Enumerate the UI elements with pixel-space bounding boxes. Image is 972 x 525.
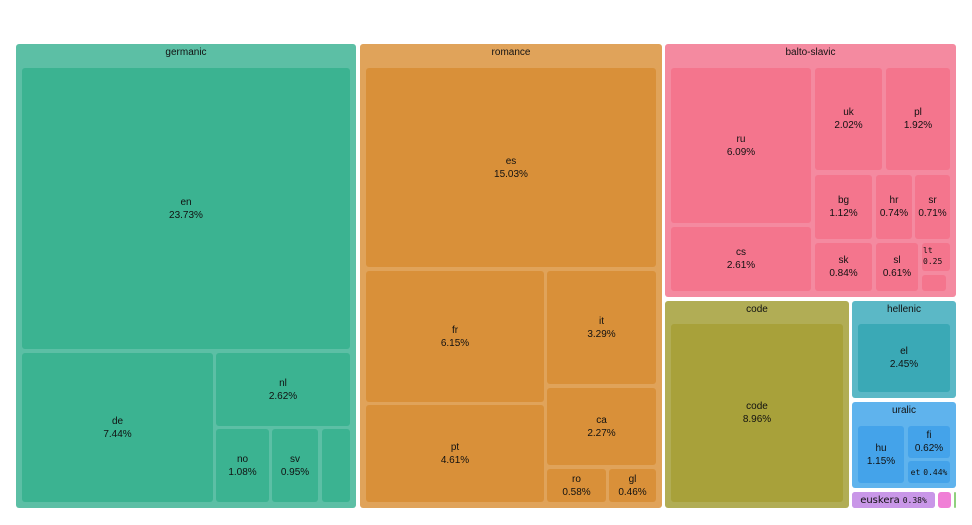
cell-value: 4.61% [440, 454, 470, 466]
cell-name: code [746, 401, 768, 412]
cell-de[interactable]: de 7.44% [22, 353, 213, 502]
cell-value: 1.92% [903, 120, 933, 131]
cell-fi[interactable]: fi 0.62% [908, 426, 950, 458]
cell-value: 0.44% [923, 467, 948, 477]
cell-ca[interactable]: ca 2.27% [547, 388, 656, 465]
cell-unlabeled[interactable] [322, 429, 350, 502]
cell-lt[interactable]: lt 0.25 [922, 243, 950, 271]
cell-it[interactable]: it 3.29% [547, 271, 656, 384]
cell-code[interactable]: code 8.96% [671, 324, 843, 502]
cell-value: 15.03% [494, 168, 528, 180]
cell-ru[interactable]: ru 6.09% [671, 68, 811, 223]
cell-value: 0.74% [879, 208, 909, 219]
cell-value: 7.44% [103, 428, 132, 440]
cell-hu[interactable]: hu 1.15% [858, 426, 904, 483]
cell-name: el [900, 346, 908, 357]
cell-value: 1.15% [866, 455, 896, 467]
cell-uk[interactable]: uk 2.02% [815, 68, 882, 170]
cell-name: bg [837, 195, 850, 206]
cell-value: 2.45% [889, 359, 919, 370]
cell-name: nl [279, 377, 287, 389]
cell-name: no [236, 453, 249, 465]
cell-name: uk [843, 107, 854, 118]
cell-value: 0.46% [618, 486, 647, 498]
cell-name: hr [889, 195, 899, 206]
cell-value: 1.08% [228, 466, 257, 478]
cell-sk[interactable]: sk 0.84% [815, 243, 872, 291]
cell-value: 0.71% [918, 208, 947, 219]
cell-value: 23.73% [169, 209, 203, 221]
cell-name: ru [736, 133, 746, 145]
cell-en[interactable]: en 23.73% [22, 68, 350, 349]
group-other-8[interactable] [954, 492, 956, 508]
cell-value: 0.61% [882, 268, 912, 279]
cell-value: 0.38% [902, 495, 927, 505]
cell-value: 0.84% [829, 268, 858, 279]
cell-value: 0.62% [914, 443, 944, 454]
cell-sl[interactable]: sl 0.61% [876, 243, 918, 291]
cell-value: 2.02% [834, 120, 863, 131]
group-title: code [746, 304, 768, 315]
cell-name: et [910, 467, 921, 477]
cell-value: 6.09% [726, 146, 756, 158]
cell-value: 1.12% [829, 208, 858, 219]
cell-value: 3.29% [587, 328, 616, 340]
cell-ro[interactable]: ro 0.58% [547, 469, 606, 502]
cell-cs[interactable]: cs 2.61% [671, 227, 811, 291]
cell-value: 2.61% [726, 260, 756, 271]
cell-gl[interactable]: gl 0.46% [609, 469, 656, 502]
cell-value: 8.96% [742, 414, 772, 425]
cell-es[interactable]: es 15.03% [366, 68, 656, 267]
cell-name: sk [838, 255, 849, 266]
cell-name: gl [628, 473, 637, 485]
cell-value: 2.27% [587, 427, 616, 439]
cell-euskera[interactable]: euskera 0.38% [852, 492, 935, 508]
cell-unlabeled[interactable] [922, 275, 946, 291]
cell-pt[interactable]: pt 4.61% [366, 405, 544, 502]
cell-name: sv [290, 453, 300, 465]
group-title: uralic [892, 405, 916, 416]
group-title: hellenic [887, 304, 921, 315]
cell-name: es [505, 155, 517, 167]
cell-name: ro [572, 473, 581, 485]
group-title: romance [491, 47, 531, 58]
cell-name: fi [926, 430, 932, 441]
cell-fr[interactable]: fr 6.15% [366, 271, 544, 402]
cell-el[interactable]: el 2.45% [858, 324, 950, 392]
cell-name: lt [923, 246, 933, 255]
cell-name: euskera [860, 494, 900, 506]
group-title: balto-slavic [785, 47, 836, 58]
cell-nl[interactable]: nl 2.62% [216, 353, 350, 426]
cell-et[interactable]: et 0.44% [908, 461, 950, 483]
cell-name: hu [875, 442, 887, 454]
group-other-7[interactable] [938, 492, 951, 508]
cell-value: 0.58% [562, 486, 591, 498]
cell-value: 6.15% [440, 337, 470, 349]
cell-sr[interactable]: sr 0.71% [915, 175, 950, 239]
cell-name: ca [596, 414, 607, 426]
cell-no[interactable]: no 1.08% [216, 429, 269, 502]
cell-name: sl [893, 255, 901, 266]
cell-hr[interactable]: hr 0.74% [876, 175, 912, 239]
cell-name: pt [450, 441, 460, 453]
cell-value: 0.95% [280, 466, 310, 478]
cell-name: pl [914, 107, 922, 118]
cell-name: en [180, 196, 192, 208]
cell-bg[interactable]: bg 1.12% [815, 175, 872, 239]
cell-sv[interactable]: sv 0.95% [272, 429, 318, 502]
cell-name: sr [928, 195, 937, 206]
group-title: germanic [165, 47, 207, 58]
cell-value: 2.62% [268, 390, 298, 402]
cell-value: 0.25 [923, 257, 943, 266]
cell-name: it [599, 315, 604, 327]
cell-name: de [111, 415, 124, 427]
cell-pl[interactable]: pl 1.92% [886, 68, 950, 170]
cell-name: cs [736, 247, 746, 258]
cell-name: fr [451, 324, 459, 336]
